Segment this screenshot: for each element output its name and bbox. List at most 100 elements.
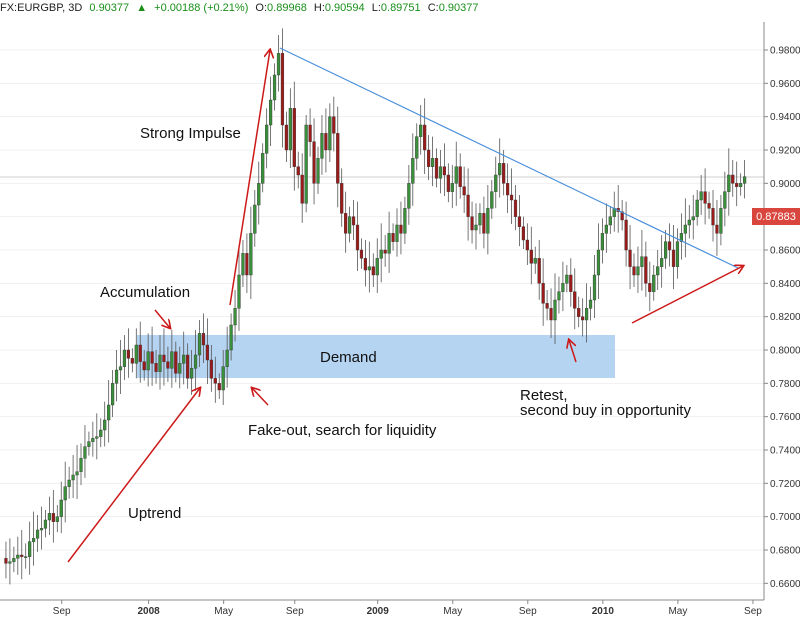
candle-body [691,216,695,221]
candle-body [316,158,320,184]
candle-body [134,344,138,364]
candle-body [47,513,51,521]
candle-body [24,556,28,558]
candle-body [280,53,285,126]
candle-body [656,266,660,276]
candle-body [462,186,466,196]
x-tick-label: Sep [519,606,537,617]
candle-body [482,213,486,234]
candle-body [695,199,699,217]
candle-body [379,249,383,259]
candle-body [130,358,134,364]
candle-body [707,203,711,209]
candle-body [517,216,522,227]
x-tick-label: Sep [53,606,71,617]
x-tick-label: 2009 [367,606,390,617]
candle-body [201,333,206,346]
candle-body [71,474,75,481]
candle-body [509,194,514,201]
candle-body [667,241,672,251]
candle-body [166,361,170,369]
candle-body [237,274,241,309]
candle-body [43,519,48,529]
candle-body [359,249,364,259]
x-tick-label: 2010 [592,606,615,617]
candle-body [189,368,194,379]
annotation-accumulation: Accumulation [100,284,190,301]
symbol-label: FX:EURGBP, 3D [0,2,83,14]
candle-body [20,554,24,557]
annotation-demand: Demand [320,349,377,366]
candle-body [269,99,273,126]
candle-body [434,158,439,179]
demand-zone [137,335,615,378]
candle-body [304,124,308,204]
annotation-retest-line2: second buy in opportunity [520,402,691,419]
candle-body [727,174,731,192]
candle-body [348,216,352,234]
candle-body [679,233,683,242]
candle-body [521,226,525,241]
candle-body [197,333,202,356]
candle-body [122,349,127,367]
candle-body [371,266,375,276]
candle-body [438,166,443,179]
annotation-retest-line1: Retest, [520,387,568,404]
candle-body [209,359,213,379]
candle-body [573,291,577,309]
candle-body [55,516,59,522]
candle-body [138,344,142,362]
candle-body [265,124,269,154]
candle-body [506,183,510,196]
candle-body [403,208,407,234]
candle-body [154,363,158,372]
candle-body [193,354,198,369]
candle-body [731,174,735,184]
candle-body [411,158,415,184]
candle-body [150,351,154,364]
candle-body [79,458,83,472]
close-label: C: [427,2,439,14]
candle-body [395,224,399,242]
candle-body [241,253,245,276]
candle-body [711,208,715,226]
candle-body [419,124,423,137]
candle-body [114,369,119,384]
x-tick-label: May [214,606,233,617]
candle-body [28,541,32,557]
candle-body [498,163,502,176]
candle-body [276,53,281,76]
candle-body [16,554,20,559]
candle-body [217,383,221,391]
x-tick-label: May [668,606,687,617]
candle-body [158,354,162,372]
candle-body [577,308,581,317]
candle-body [336,133,340,184]
candle-body [383,249,387,254]
candle-body [545,303,549,309]
candle-body [146,351,150,371]
candle-body [300,174,304,204]
candle-body [332,116,336,134]
x-tick-label: Sep [744,606,762,617]
candle-body [636,266,640,276]
candle-body [648,283,652,292]
candle-body [249,233,253,276]
candle-body [664,241,668,259]
candle-body [628,249,632,267]
candle-body [529,249,533,264]
candle-body [513,199,518,217]
candle-body [87,441,91,447]
candle-body [486,208,490,234]
candle-body [735,183,739,187]
high-value: 0.90594 [324,2,365,14]
candle-body [344,213,348,234]
candle-body [375,258,379,276]
candle-body [257,183,261,206]
retest-arrow [569,340,577,363]
candle-body [142,361,146,371]
